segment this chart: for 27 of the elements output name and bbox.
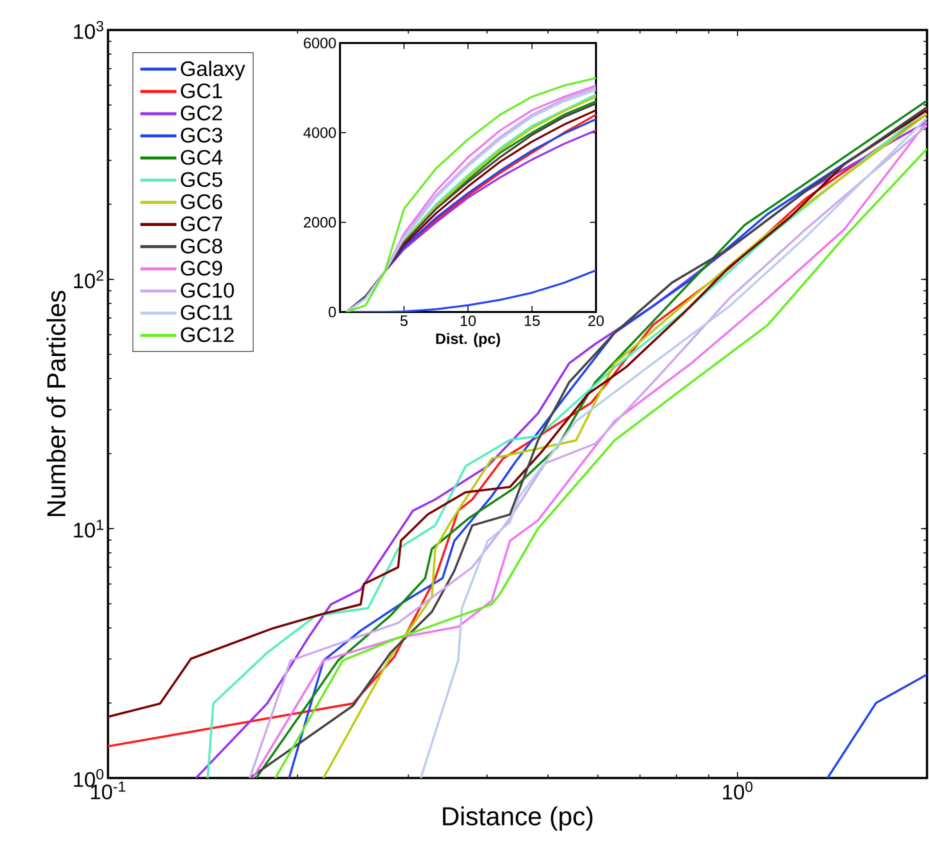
legend-label: Galaxy: [180, 60, 246, 80]
y-tick-label: 0: [328, 306, 336, 318]
y-tick-label: 4000: [303, 127, 336, 138]
x-tick-label: 10: [460, 316, 476, 326]
legend-label: GC6: [180, 194, 222, 210]
y-tick-label: 10$^{2}$: [74, 270, 104, 288]
legend-label: GC9: [180, 260, 222, 276]
legend-label: GC1: [180, 83, 222, 98]
legend-label: GC2: [180, 106, 222, 120]
legend-label: GC11: [180, 305, 232, 320]
legend-label: GC8: [180, 238, 222, 254]
y-tick-label: 10$^{3}$: [74, 21, 104, 39]
legend-label: GC12: [180, 327, 234, 342]
x-axis-title: Distance (pc): [443, 806, 592, 831]
y-axis-title: Number of Particles: [46, 290, 66, 516]
legend-label: GC10: [180, 282, 234, 298]
legend-label: GC4: [180, 150, 222, 165]
legend-label: GC3: [180, 128, 222, 143]
x-tick-label: 5: [400, 316, 408, 326]
legend-label: GC7: [180, 216, 222, 232]
x-tick-label: 15: [524, 316, 540, 326]
y-tick-label: 2000: [304, 217, 336, 228]
legend-label: GC5: [180, 172, 222, 187]
y-tick-label: 6000: [304, 38, 336, 48]
x-axis-title: Dist. (pc): [436, 333, 500, 347]
x-tick-label: 20: [588, 316, 604, 326]
y-tick-label: 10$^{1}$: [74, 520, 104, 538]
